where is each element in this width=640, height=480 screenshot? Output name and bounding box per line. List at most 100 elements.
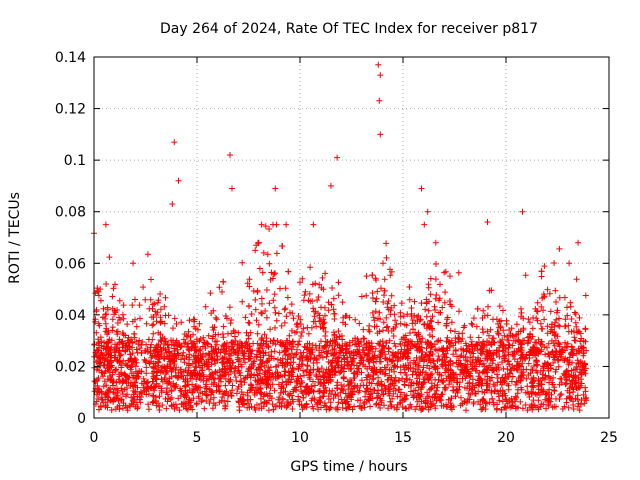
data-point [192, 371, 199, 378]
data-point [478, 345, 485, 352]
data-point [377, 405, 384, 411]
data-point [495, 361, 501, 368]
data-point [151, 365, 158, 372]
data-point [490, 366, 497, 373]
data-point [245, 353, 252, 359]
data-point [196, 320, 203, 327]
data-point [576, 314, 583, 321]
data-point [345, 348, 352, 355]
data-point [245, 303, 252, 310]
data-point [118, 385, 125, 392]
data-point [487, 326, 494, 333]
data-point [282, 352, 289, 358]
data-point [545, 350, 552, 357]
data-point [310, 318, 317, 325]
data-point [490, 316, 496, 323]
data-point [394, 357, 401, 364]
data-point [518, 341, 525, 348]
data-point [414, 375, 421, 382]
data-point [321, 344, 328, 351]
data-point [282, 388, 289, 395]
data-point [231, 349, 238, 356]
data-point [446, 298, 453, 304]
data-point [538, 338, 545, 345]
data-point [426, 355, 433, 362]
data-point [371, 323, 378, 330]
data-point [151, 300, 158, 307]
data-point [578, 397, 585, 404]
data-point [315, 294, 322, 300]
data-point [563, 399, 570, 406]
data-point [267, 364, 274, 371]
data-point [545, 399, 552, 406]
data-point [107, 357, 114, 364]
data-point [286, 341, 293, 348]
data-point [582, 388, 589, 395]
data-point [465, 396, 471, 403]
data-point [200, 334, 207, 341]
data-point [423, 345, 430, 352]
data-point [519, 208, 526, 215]
data-point [370, 372, 377, 378]
data-point [363, 292, 370, 299]
data-point [479, 326, 486, 333]
data-point [319, 324, 326, 331]
data-point [401, 342, 408, 349]
data-point [541, 293, 548, 300]
data-point [413, 354, 420, 361]
data-point [426, 332, 433, 338]
data-point [185, 328, 192, 335]
data-point [469, 321, 476, 328]
data-point [293, 351, 300, 358]
data-point [263, 314, 270, 321]
data-point [385, 376, 392, 383]
data-point [344, 359, 350, 366]
data-point [533, 367, 540, 374]
data-point [299, 390, 306, 396]
data-point [515, 348, 521, 355]
data-point [216, 388, 223, 395]
data-point [336, 354, 342, 361]
data-point [376, 328, 383, 335]
data-point [304, 363, 311, 370]
x-tick-label: 5 [193, 430, 202, 446]
data-point [236, 407, 243, 414]
data-point [334, 385, 341, 392]
data-point [424, 208, 431, 215]
data-point [152, 308, 159, 315]
data-point [261, 362, 268, 369]
data-point [161, 303, 168, 310]
data-point [164, 398, 171, 405]
data-point [480, 307, 487, 314]
data-point [443, 354, 450, 361]
data-point [186, 347, 193, 354]
data-point [426, 324, 433, 331]
data-point [95, 320, 102, 327]
data-point [244, 280, 251, 287]
data-point [558, 376, 565, 382]
data-point [387, 398, 394, 405]
data-point [398, 300, 405, 307]
data-point [107, 363, 114, 370]
data-point [208, 381, 215, 388]
data-point [514, 386, 521, 393]
data-point [251, 391, 258, 398]
data-point [411, 393, 418, 400]
data-point [266, 226, 273, 232]
data-point [334, 154, 341, 161]
data-point [494, 371, 500, 378]
data-point [421, 321, 428, 328]
data-point [243, 329, 250, 336]
data-point [561, 294, 568, 301]
data-point [373, 400, 380, 407]
data-point [448, 337, 455, 344]
data-point [335, 393, 342, 399]
data-point [406, 296, 413, 303]
data-point [480, 338, 487, 345]
data-point [409, 317, 416, 323]
data-point [103, 382, 110, 389]
data-point [134, 373, 141, 380]
data-point [199, 367, 206, 374]
data-point [569, 359, 575, 366]
data-point [246, 283, 253, 290]
